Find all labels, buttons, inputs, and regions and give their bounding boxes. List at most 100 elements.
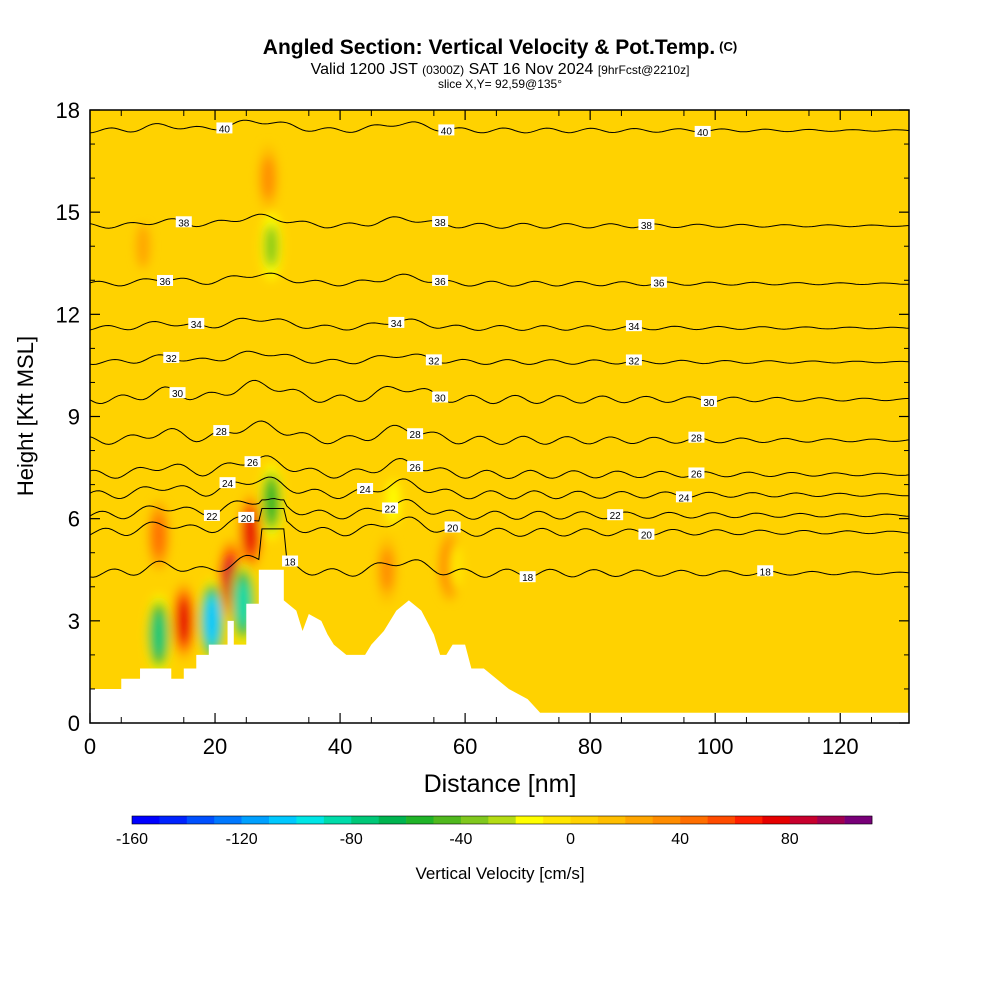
x-tick-label-5: 100 (697, 734, 734, 759)
svg-text:26: 26 (410, 463, 422, 474)
isentrope-label-32-2: 32 (625, 354, 642, 367)
svg-text:26: 26 (691, 469, 703, 480)
isentrope-label-32-1: 32 (425, 354, 442, 367)
colorbar-tick-4: 0 (566, 831, 575, 848)
colorbar: -160 -120 -80 -40 0 40 80 (116, 815, 873, 848)
svg-text:20: 20 (241, 514, 253, 525)
y-tick-label-5: 15 (56, 200, 80, 225)
isentrope-label-26-2: 26 (688, 467, 705, 480)
title-text: Angled Section: Vertical Velocity & Pot.… (262, 36, 716, 59)
isentrope-label-26-0: 26 (244, 456, 261, 469)
svg-text:22: 22 (385, 504, 397, 515)
colorbar-swatch-13 (488, 816, 517, 824)
isentrope-label-28-1: 28 (407, 428, 424, 441)
colorbar-swatch-22 (734, 816, 763, 824)
colorbar-swatch-0 (132, 816, 160, 824)
colorbar-swatch-10 (406, 816, 434, 824)
y-tick-label-6: 18 (56, 98, 80, 123)
colorbar-tick-3: -40 (449, 831, 472, 848)
updraft-cell-1-level-3 (176, 598, 191, 643)
y-tick-label-2: 6 (68, 507, 80, 532)
svg-text:32: 32 (428, 356, 440, 367)
colorbar-swatch-14 (515, 816, 544, 824)
svg-text:38: 38 (435, 218, 447, 229)
svg-text:40: 40 (697, 128, 709, 139)
colorbar-tick-1: -120 (226, 831, 258, 848)
forecast-info: [9hrFcst@2210z] (597, 63, 690, 77)
downdraft-cell-4-level-1 (264, 224, 279, 269)
colorbar-tick-0: -160 (116, 831, 148, 848)
terrain (90, 569, 909, 723)
isentrope-label-20-0: 20 (238, 511, 255, 525)
isentrope-label-36-0: 36 (157, 274, 174, 288)
x-tick-label-6: 120 (822, 734, 859, 759)
svg-text:32: 32 (166, 354, 178, 365)
x-axis-label: Distance [nm] (424, 770, 577, 798)
isentrope-32 (90, 350, 909, 366)
colorbar-swatch-17 (597, 816, 626, 824)
colorbar-tick-2: -80 (340, 831, 363, 848)
isentrope-label-38-2: 38 (638, 218, 655, 232)
x-tick-label-4: 80 (578, 734, 602, 759)
isentrope-label-24-2: 24 (675, 491, 692, 504)
isentrope-label-28-0: 28 (213, 425, 230, 438)
isentrope-label-20-1: 20 (444, 521, 461, 534)
slice-info: slice X,Y= 92,59@135° (437, 77, 563, 91)
svg-text:22: 22 (206, 512, 218, 523)
isentrope-22 (90, 497, 909, 520)
isentrope-36 (90, 272, 909, 287)
isentrope-label-18-1: 18 (519, 571, 536, 584)
valid-utc: (0300Z) (422, 63, 465, 77)
colorbar-swatch-26 (844, 816, 873, 824)
y-tick-label-3: 9 (68, 405, 80, 430)
svg-text:26: 26 (247, 458, 259, 469)
plot-background (90, 110, 909, 723)
colorbar-swatch-16 (570, 816, 599, 824)
downdraft-cell-1-level-5 (205, 598, 219, 643)
isentrope-label-30-0: 30 (169, 387, 186, 400)
colorbar-swatch-15 (543, 816, 571, 824)
isentrope-label-28-2: 28 (688, 431, 705, 445)
isentrope-label-20-2: 20 (638, 528, 655, 542)
updraft-cell-0-level-1 (151, 513, 166, 558)
isentrope-34 (90, 317, 909, 331)
isentrope-label-18-0: 18 (282, 555, 299, 569)
colorbar-swatch-25 (817, 816, 845, 824)
svg-text:28: 28 (216, 427, 228, 438)
colorbar-swatch-18 (625, 816, 654, 824)
x-tick-label-2: 40 (328, 734, 352, 759)
y-tick-label-1: 3 (68, 609, 80, 634)
isentrope-label-22-1: 22 (382, 502, 399, 515)
colorbar-swatch-12 (460, 816, 489, 824)
y-tick-label-4: 12 (56, 302, 80, 327)
x-tick-label-3: 60 (453, 734, 477, 759)
isentrope-label-24-0: 24 (219, 477, 236, 490)
updraft-cell-5-level-0 (136, 224, 150, 269)
colorbar-swatch-6 (296, 816, 325, 824)
svg-text:38: 38 (641, 221, 653, 232)
isentrope-20 (90, 508, 909, 537)
colorbar-swatch-20 (680, 816, 708, 824)
title-mark: (C) (719, 39, 738, 54)
x-tick-label-1: 20 (203, 734, 227, 759)
colorbar-swatch-2 (186, 816, 215, 824)
isentrope-label-30-2: 30 (700, 395, 717, 409)
downdraft-cell-0-level-3 (151, 612, 166, 657)
svg-text:20: 20 (447, 523, 459, 534)
svg-text:40: 40 (441, 126, 453, 137)
svg-text:28: 28 (691, 434, 703, 445)
svg-text:24: 24 (360, 485, 372, 496)
isentrope-38 (90, 213, 909, 229)
svg-text:24: 24 (222, 479, 234, 490)
colorbar-label: Vertical Velocity [cm/s] (415, 864, 585, 883)
valid-date: SAT 16 Nov 2024 (468, 61, 594, 78)
svg-text:30: 30 (172, 389, 184, 400)
isentrope-label-34-0: 34 (188, 317, 205, 331)
isentrope-label-22-2: 22 (607, 509, 624, 522)
downdraft-cell-6-level-0 (448, 544, 463, 589)
svg-text:18: 18 (522, 573, 534, 584)
colorbar-swatch-4 (241, 816, 270, 824)
svg-text:18: 18 (760, 567, 772, 578)
